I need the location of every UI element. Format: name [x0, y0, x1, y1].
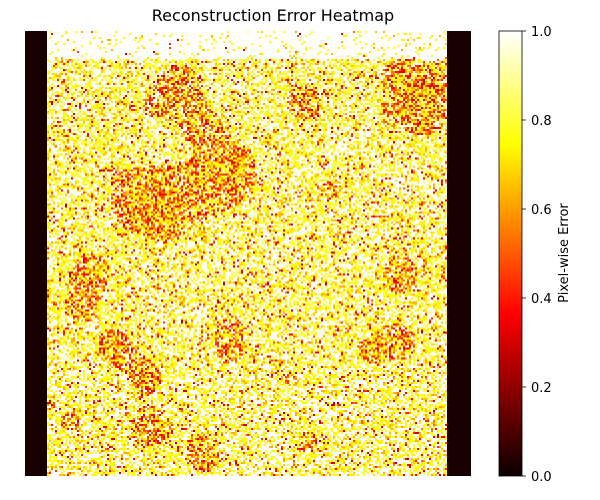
colorbar-tick-label: 0.2 — [531, 381, 552, 396]
heatmap-image — [25, 31, 471, 476]
colorbar-tick-label: 0.0 — [531, 470, 552, 485]
colorbar-tick-label: 1.0 — [531, 25, 552, 40]
colorbar-tick-label: 0.8 — [531, 114, 552, 129]
colorbar-tick-label: 0.6 — [531, 203, 552, 218]
colorbar-gradient — [498, 30, 523, 477]
colorbar-tick-label: 0.4 — [531, 292, 552, 307]
colorbar-ticks: 0.0 0.2 0.4 0.6 0.8 1.0 — [522, 25, 552, 485]
page-title: Reconstruction Error Heatmap — [151, 6, 395, 25]
colorbar-label: Pixel-wise Error — [557, 203, 572, 303]
